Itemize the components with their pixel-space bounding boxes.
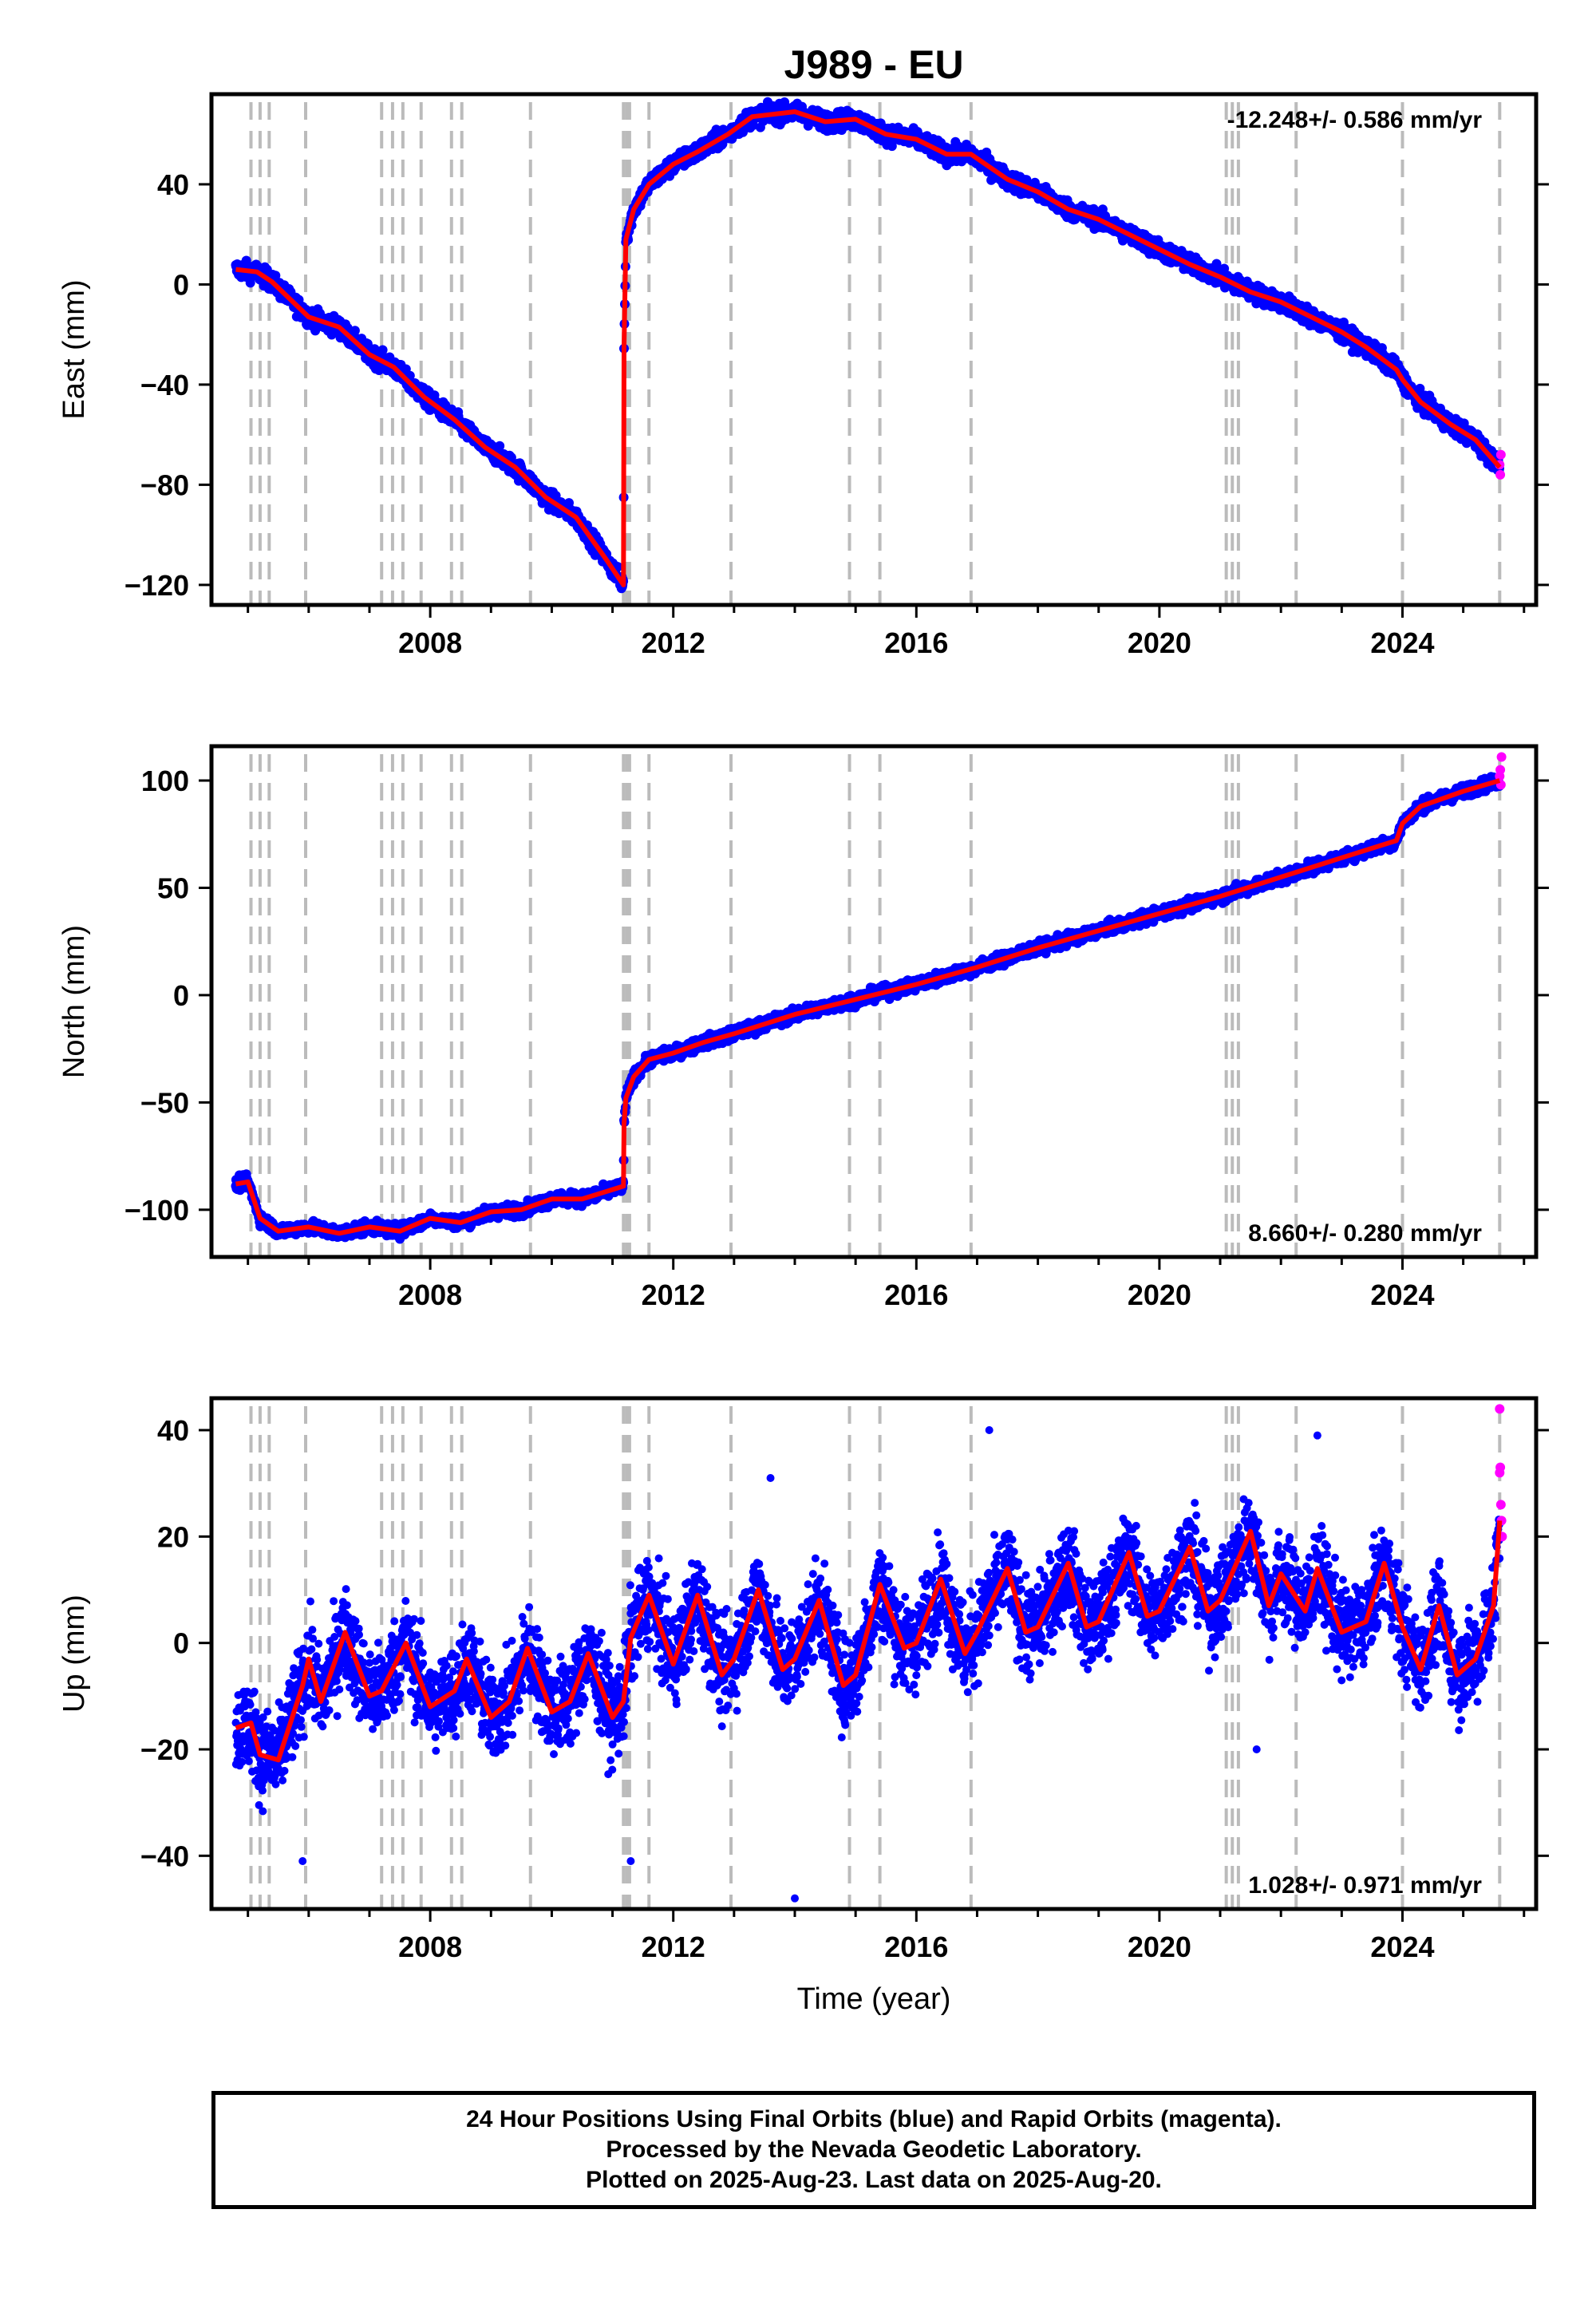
data-point	[495, 441, 505, 451]
y-tick-label: −120	[124, 569, 189, 602]
x-tick-label: 2008	[398, 626, 462, 659]
x-tick-label: 2016	[884, 626, 948, 659]
data-point	[1415, 383, 1425, 393]
velocity-annotation: -12.248+/- 0.586 mm/yr	[1227, 107, 1483, 133]
x-axis-label: Time (year)	[797, 1982, 951, 2016]
chart-title: J989 - EU	[784, 42, 963, 87]
x-tick-label: 2020	[1128, 626, 1191, 659]
rapid-point	[1495, 469, 1506, 480]
plot-area	[231, 97, 1506, 605]
panel-frame	[209, 92, 1539, 607]
x-tick-label: 2024	[1370, 626, 1434, 659]
rapid-point	[1495, 449, 1506, 460]
panel-east: −120 −80 −40 0 40 2008 2012 2016 2020 2024 East (m…	[57, 92, 1549, 659]
panels-group: −120 −80 −40 0 40 2008 2012 2016 2020 2024 East (m…	[57, 92, 1549, 1963]
x-tick-label: 2012	[642, 626, 705, 659]
y-tick-label: 0	[173, 268, 189, 301]
model-line	[235, 109, 1502, 587]
plot-area	[231, 752, 1507, 1257]
data-point	[350, 326, 360, 336]
y-axis-label: East (mm)	[57, 279, 91, 419]
y-tick-label: 40	[157, 168, 189, 201]
y-tick-label: −40	[140, 369, 189, 401]
y-tick-label: −80	[140, 468, 189, 501]
